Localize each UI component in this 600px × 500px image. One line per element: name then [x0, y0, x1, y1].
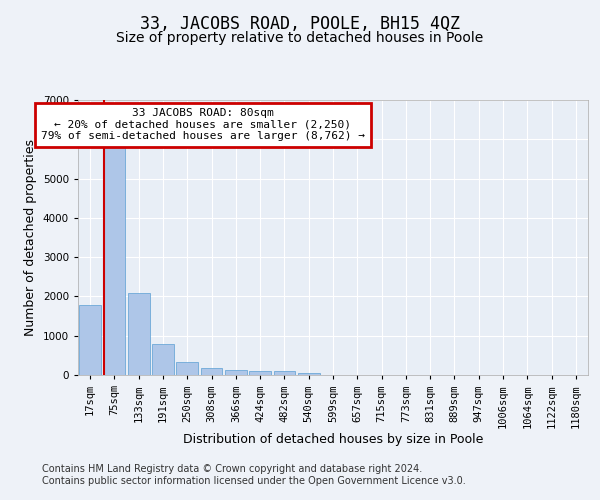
Bar	[104, 147, 125, 375]
Bar	[79, 305, 101, 375]
Text: Contains HM Land Registry data © Crown copyright and database right 2024.: Contains HM Land Registry data © Crown c…	[42, 464, 422, 474]
Bar	[128, 294, 149, 375]
Bar	[225, 370, 247, 375]
Y-axis label: Number of detached properties: Number of detached properties	[24, 139, 37, 336]
Bar	[249, 371, 271, 375]
Text: Contains public sector information licensed under the Open Government Licence v3: Contains public sector information licen…	[42, 476, 466, 486]
Bar	[298, 372, 320, 375]
Bar	[176, 362, 198, 375]
X-axis label: Distribution of detached houses by size in Poole: Distribution of detached houses by size …	[183, 434, 483, 446]
Bar	[152, 344, 174, 375]
Bar	[200, 368, 223, 375]
Text: 33 JACOBS ROAD: 80sqm
← 20% of detached houses are smaller (2,250)
79% of semi-d: 33 JACOBS ROAD: 80sqm ← 20% of detached …	[41, 108, 365, 142]
Bar	[274, 372, 295, 375]
Text: 33, JACOBS ROAD, POOLE, BH15 4QZ: 33, JACOBS ROAD, POOLE, BH15 4QZ	[140, 14, 460, 32]
Text: Size of property relative to detached houses in Poole: Size of property relative to detached ho…	[116, 31, 484, 45]
